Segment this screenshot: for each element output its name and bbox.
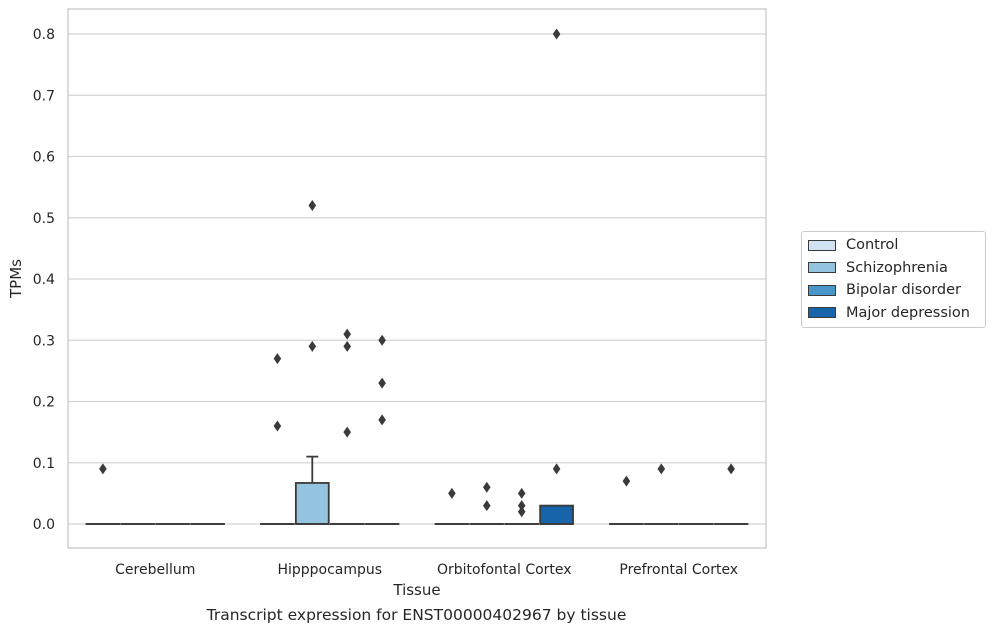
- legend-swatch: [808, 284, 836, 296]
- outlier-point: [517, 487, 526, 499]
- y-tick-label: 0.2: [33, 395, 55, 411]
- y-axis-label: TPMs: [7, 259, 25, 299]
- box-body: [294, 482, 330, 525]
- outlier-point: [517, 506, 526, 518]
- x-axis-label: Tissue: [392, 581, 440, 599]
- legend-swatch: [808, 307, 836, 319]
- boxes: [85, 455, 749, 525]
- outlier-point: [483, 481, 491, 493]
- legend-swatch: [808, 262, 836, 274]
- outlier-point: [552, 463, 561, 475]
- box-schizophrenia: [294, 455, 330, 525]
- outlier-point: [378, 334, 386, 346]
- x-tick-labels: Cerebellum Hipppocampus Orbitofontal Corte…: [115, 562, 738, 578]
- legend-item: Control: [802, 234, 985, 257]
- x-tick-label: Hipppocampus: [277, 562, 382, 578]
- legend-swatch: [808, 239, 836, 251]
- outlier-point: [343, 426, 351, 438]
- outlier-point: [343, 328, 351, 340]
- legend-label: Bipolar disorder: [846, 282, 961, 299]
- box-major-depression: [539, 504, 574, 525]
- chart-caption: Transcript expression for ENST0000040296…: [206, 606, 627, 624]
- y-tick-label: 0.3: [33, 333, 55, 349]
- legend-item: Bipolar disorder: [802, 279, 985, 302]
- y-tick-label: 0.4: [33, 272, 55, 288]
- y-tick-label: 0.7: [33, 88, 55, 104]
- outlier-point: [448, 487, 456, 499]
- grid-lines: [68, 33, 766, 525]
- y-tick-label: 0.6: [33, 150, 55, 166]
- y-tick-label: 0.5: [33, 211, 55, 227]
- outliers: [99, 28, 735, 518]
- legend-label: Control: [846, 237, 899, 254]
- outlier-point: [517, 500, 526, 512]
- outlier-point: [273, 420, 282, 432]
- box-body: [539, 504, 574, 525]
- y-tick-label: 0.1: [33, 456, 55, 472]
- y-tick-label: 0.8: [33, 27, 55, 43]
- outlier-point: [273, 353, 282, 365]
- outlier-point: [657, 463, 666, 475]
- plot-frame: [67, 8, 767, 549]
- outlier-point: [378, 377, 386, 389]
- outlier-point: [99, 463, 107, 475]
- outlier-point: [483, 500, 491, 512]
- outlier-point: [552, 28, 561, 40]
- legend-label: Major depression: [846, 304, 970, 321]
- outlier-point: [727, 463, 735, 475]
- x-tick-label: Cerebellum: [115, 562, 195, 578]
- x-tick-label: Orbitofontal Cortex: [437, 562, 572, 578]
- y-tick-label: 0.0: [33, 517, 55, 533]
- outlier-point: [308, 340, 317, 352]
- legend-label: Schizophrenia: [846, 259, 948, 276]
- legend: Control Schizophrenia Bipolar disorder Majo…: [801, 231, 986, 328]
- x-tick-label: Prefrontal Cortex: [619, 562, 738, 578]
- outlier-point: [378, 414, 386, 426]
- outlier-point: [308, 200, 317, 211]
- legend-item: Major depression: [802, 302, 985, 325]
- outlier-point: [343, 340, 351, 352]
- y-tick-labels: 0.0 0.1 0.2 0.3 0.4 0.5 0.6 0.7 0.8: [33, 27, 55, 533]
- outlier-point: [622, 475, 631, 487]
- legend-item: Schizophrenia: [802, 257, 985, 280]
